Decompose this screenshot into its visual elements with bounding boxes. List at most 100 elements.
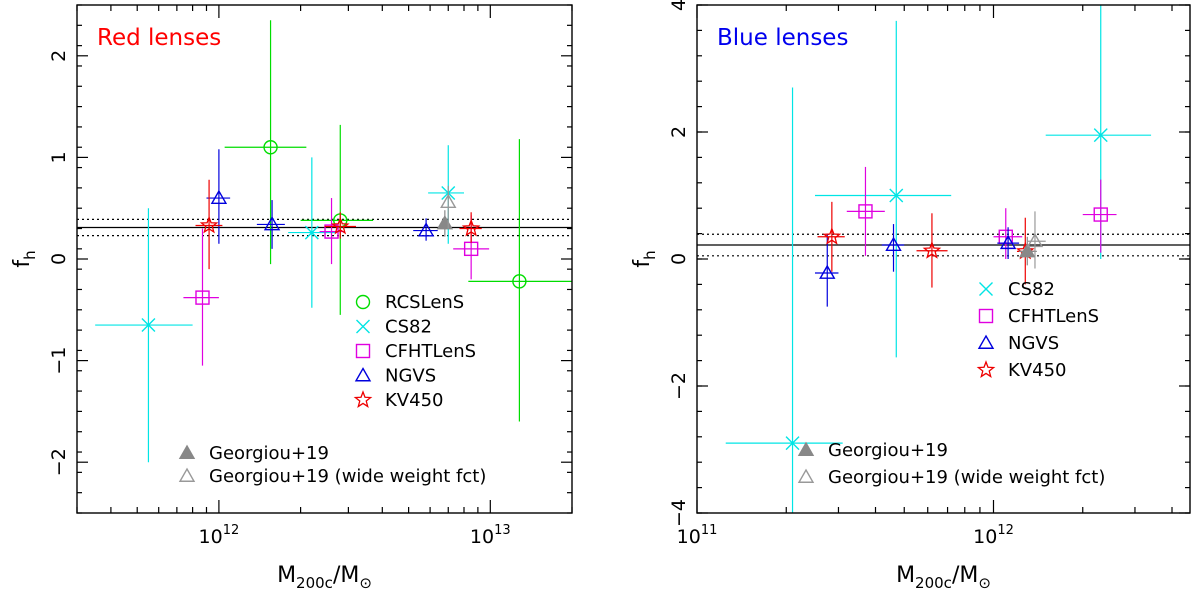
y-tick-label: 1: [48, 151, 70, 163]
legend-entry-cfhtlens: CFHTLenS: [978, 306, 1099, 327]
legend-label: CFHTLenS: [385, 341, 476, 362]
legend-label: KV450: [385, 390, 443, 411]
legend-entry-rcslens: RCSLenS: [355, 292, 464, 313]
data-point: [1019, 242, 1036, 258]
legend-marker: [178, 467, 196, 482]
legend-label: Georgiou+19: [828, 440, 948, 461]
legend-label: NGVS: [385, 366, 436, 387]
legend-marker: [797, 468, 815, 483]
y-tick-label: 0: [668, 253, 690, 265]
legend-marker: [979, 282, 993, 296]
data-point: [922, 240, 942, 259]
legend-entry-georgiou-19: Georgiou+19: [797, 440, 948, 461]
legend-label: Georgiou+19 (wide weight fct): [828, 467, 1105, 488]
legend-entry-ngvs: NGVS: [354, 366, 436, 387]
legend-marker: [353, 390, 373, 408]
legend-label: RCSLenS: [385, 292, 464, 313]
plot-area: [77, 20, 572, 463]
data-point: [819, 264, 836, 279]
legend-label: KV450: [1008, 360, 1066, 381]
y-tick-label: 2: [48, 50, 70, 62]
series-kv450: [817, 201, 1035, 288]
plot-area: [697, 5, 1190, 513]
legend-entry-cs82: CS82: [979, 279, 1055, 300]
legend-marker: [356, 319, 370, 334]
data-point: [512, 274, 527, 289]
legend-label: CFHTLenS: [1008, 306, 1099, 327]
data-point: [461, 218, 481, 237]
legend-entry-georgiou-19-wide-weight-fct: Georgiou+19 (wide weight fct): [797, 467, 1105, 488]
series-georgiou-19-wide-weight-fct: [1026, 211, 1046, 269]
x-axis-label: M200c/M⊙: [277, 563, 372, 592]
data-point: [199, 215, 219, 234]
legend-marker: [978, 308, 994, 324]
y-axis-label: fh: [10, 250, 39, 267]
data-point: [785, 436, 800, 451]
legend-entry-ngvs: NGVS: [977, 333, 1059, 354]
data-point: [141, 318, 156, 333]
data-point: [417, 222, 435, 237]
series-georgiou-19: [436, 210, 454, 237]
data-point: [436, 215, 454, 230]
x-tick-label: 1011: [677, 523, 718, 548]
y-tick-label: 2: [668, 126, 690, 138]
y-tick-label: −2: [668, 372, 690, 400]
y-tick-label: −2: [48, 448, 70, 476]
data-point: [440, 193, 457, 209]
legend-marker: [976, 360, 996, 378]
x-tick-label: 1013: [470, 523, 511, 548]
legend-marker: [355, 343, 371, 359]
legend-entry-georgiou-19-wide-weight-fct: Georgiou+19 (wide weight fct): [178, 466, 486, 487]
x-tick-label: 1012: [199, 523, 240, 548]
series-ngvs: [206, 149, 438, 249]
blue-lenses-panel: −4 −2 0 2 4 1011 1012 M200c/M⊙ fh Blue lenses CS82…: [630, 0, 1191, 592]
x-tick-label: 1012: [973, 523, 1014, 548]
series-ngvs: [814, 224, 1020, 307]
legend-marker: [178, 444, 196, 459]
data-point: [1026, 232, 1044, 248]
legend-label: CS82: [385, 317, 432, 338]
data-point: [822, 226, 842, 245]
y-tick-label: 4: [668, 0, 690, 11]
data-point: [304, 225, 319, 240]
legend-marker: [977, 334, 995, 349]
plot-frame: [696, 4, 1191, 514]
legend-label: Georgiou+19: [209, 443, 329, 464]
data-point: [885, 236, 902, 251]
legend-entry-georgiou-19: Georgiou+19: [178, 443, 329, 464]
y-tick-label: −1: [48, 347, 70, 375]
data-point: [889, 188, 904, 203]
data-point: [858, 204, 873, 219]
series-rcslens: [224, 20, 572, 422]
y-axis-label: fh: [630, 250, 659, 267]
legend-marker: [354, 367, 372, 382]
series-georgiou-19-wide-weight-fct: [440, 185, 457, 229]
legend-marker: [355, 294, 371, 310]
legend-entry-kv450: KV450: [353, 390, 443, 411]
y-tick-label: 0: [48, 253, 70, 265]
data-point: [999, 234, 1017, 250]
data-point: [263, 140, 278, 155]
legend-entry-kv450: KV450: [976, 360, 1066, 381]
legend-entry-cfhtlens: CFHTLenS: [355, 341, 476, 362]
data-point: [1093, 207, 1108, 222]
legend-label: Georgiou+19 (wide weight fct): [209, 466, 486, 487]
data-point: [263, 216, 281, 231]
legend-entry-cs82: CS82: [356, 317, 432, 338]
data-point: [330, 216, 350, 235]
x-axis-label: M200c/M⊙: [896, 563, 991, 592]
series-kv450: [195, 179, 482, 270]
panel-title: Red lenses: [97, 25, 221, 51]
legend-label: CS82: [1008, 279, 1055, 300]
y-tick-label: −4: [668, 499, 690, 527]
data-point: [195, 290, 210, 305]
legend-marker: [797, 441, 815, 456]
panel-title: Blue lenses: [717, 25, 848, 51]
data-point: [1093, 128, 1108, 143]
red-lenses-panel: −2 −1 0 1 2 1012 1013 M200c/M⊙ fh Red lenses RCSLe…: [10, 4, 573, 592]
plot-frame: [76, 4, 573, 514]
legend-label: NGVS: [1008, 333, 1059, 354]
series-cs82: [725, 5, 1152, 513]
data-point: [210, 189, 228, 204]
